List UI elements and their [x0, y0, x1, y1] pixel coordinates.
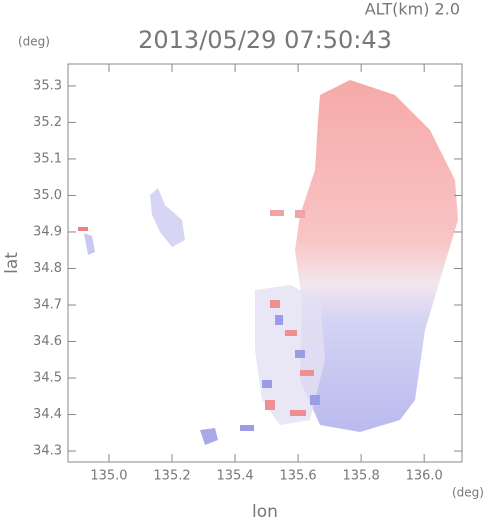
- x-tick-label: 135.8: [343, 469, 380, 484]
- radar-echo: [78, 80, 458, 445]
- y-tick-label: 35.3: [33, 78, 62, 93]
- x-unit: (deg): [452, 486, 484, 500]
- x-axis-label: lon: [252, 502, 278, 521]
- y-tick-label: 35.1: [33, 151, 62, 166]
- x-tick-label: 135.0: [90, 469, 127, 484]
- x-tick-label: 136.0: [406, 469, 443, 484]
- y-tick-label: 34.9: [33, 224, 62, 239]
- y-tick-label: 34.7: [33, 297, 62, 312]
- x-tick-label: 135.6: [279, 469, 316, 484]
- header: ALT(km) 2.0: [365, 0, 460, 19]
- y-axis-label: lat: [2, 252, 22, 274]
- y-tick-label: 34.5: [33, 371, 62, 386]
- x-tick-label: 135.2: [153, 469, 190, 484]
- y-tick-label: 34.4: [33, 407, 62, 422]
- y-tick-label: 35.0: [33, 188, 62, 203]
- y-tick-label: 35.2: [33, 115, 62, 130]
- y-tick-label: 34.6: [33, 334, 62, 349]
- y-tick-label: 34.3: [33, 444, 62, 459]
- y-tick-label: 34.8: [33, 261, 62, 276]
- chart-title: 2013/05/29 07:50:43: [138, 26, 392, 54]
- x-tick-label: 135.4: [216, 469, 253, 484]
- plot-frame: [67, 63, 463, 463]
- y-unit: (deg): [18, 35, 50, 49]
